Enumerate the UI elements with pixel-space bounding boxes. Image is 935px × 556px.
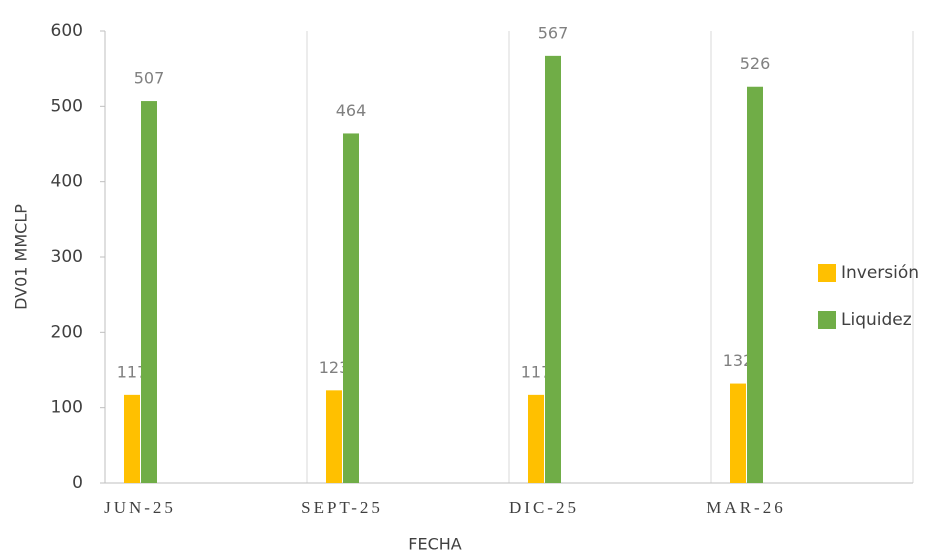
bar <box>747 86 763 483</box>
x-axis-title: FECHA <box>408 535 462 554</box>
y-tick-label: 500 <box>51 96 83 116</box>
y-axis-title: DV01 MMCLP <box>12 204 31 310</box>
value-label: 567 <box>538 23 569 42</box>
legend-label: Liquidez <box>841 310 912 330</box>
x-tick-label: JUN-25 <box>104 498 176 517</box>
x-tick-label: SEPT-25 <box>301 498 383 517</box>
bar <box>124 394 140 483</box>
y-tick-label: 300 <box>51 247 83 267</box>
bar <box>326 390 342 483</box>
bar <box>545 55 561 484</box>
bar <box>528 394 544 483</box>
y-tick-label: 400 <box>51 172 83 192</box>
x-tick-label: MAR-26 <box>706 498 785 517</box>
value-label: 123 <box>319 358 350 377</box>
value-label: 526 <box>740 54 771 73</box>
legend-label: Inversión <box>841 263 919 283</box>
legend-swatch <box>818 311 836 329</box>
y-tick-label: 100 <box>51 398 83 418</box>
y-tick-label: 600 <box>51 21 83 41</box>
bar <box>343 133 359 483</box>
y-tick-label: 0 <box>72 473 83 493</box>
value-label: 507 <box>134 69 165 88</box>
value-label: 132 <box>723 351 754 370</box>
bar <box>730 383 746 483</box>
legend-swatch <box>818 264 836 282</box>
value-label: 464 <box>336 101 367 120</box>
value-label: 117 <box>117 362 148 381</box>
value-label: 117 <box>521 362 552 381</box>
bar <box>141 101 157 483</box>
y-tick-label: 200 <box>51 322 83 342</box>
x-tick-label: DIC-25 <box>509 498 579 517</box>
